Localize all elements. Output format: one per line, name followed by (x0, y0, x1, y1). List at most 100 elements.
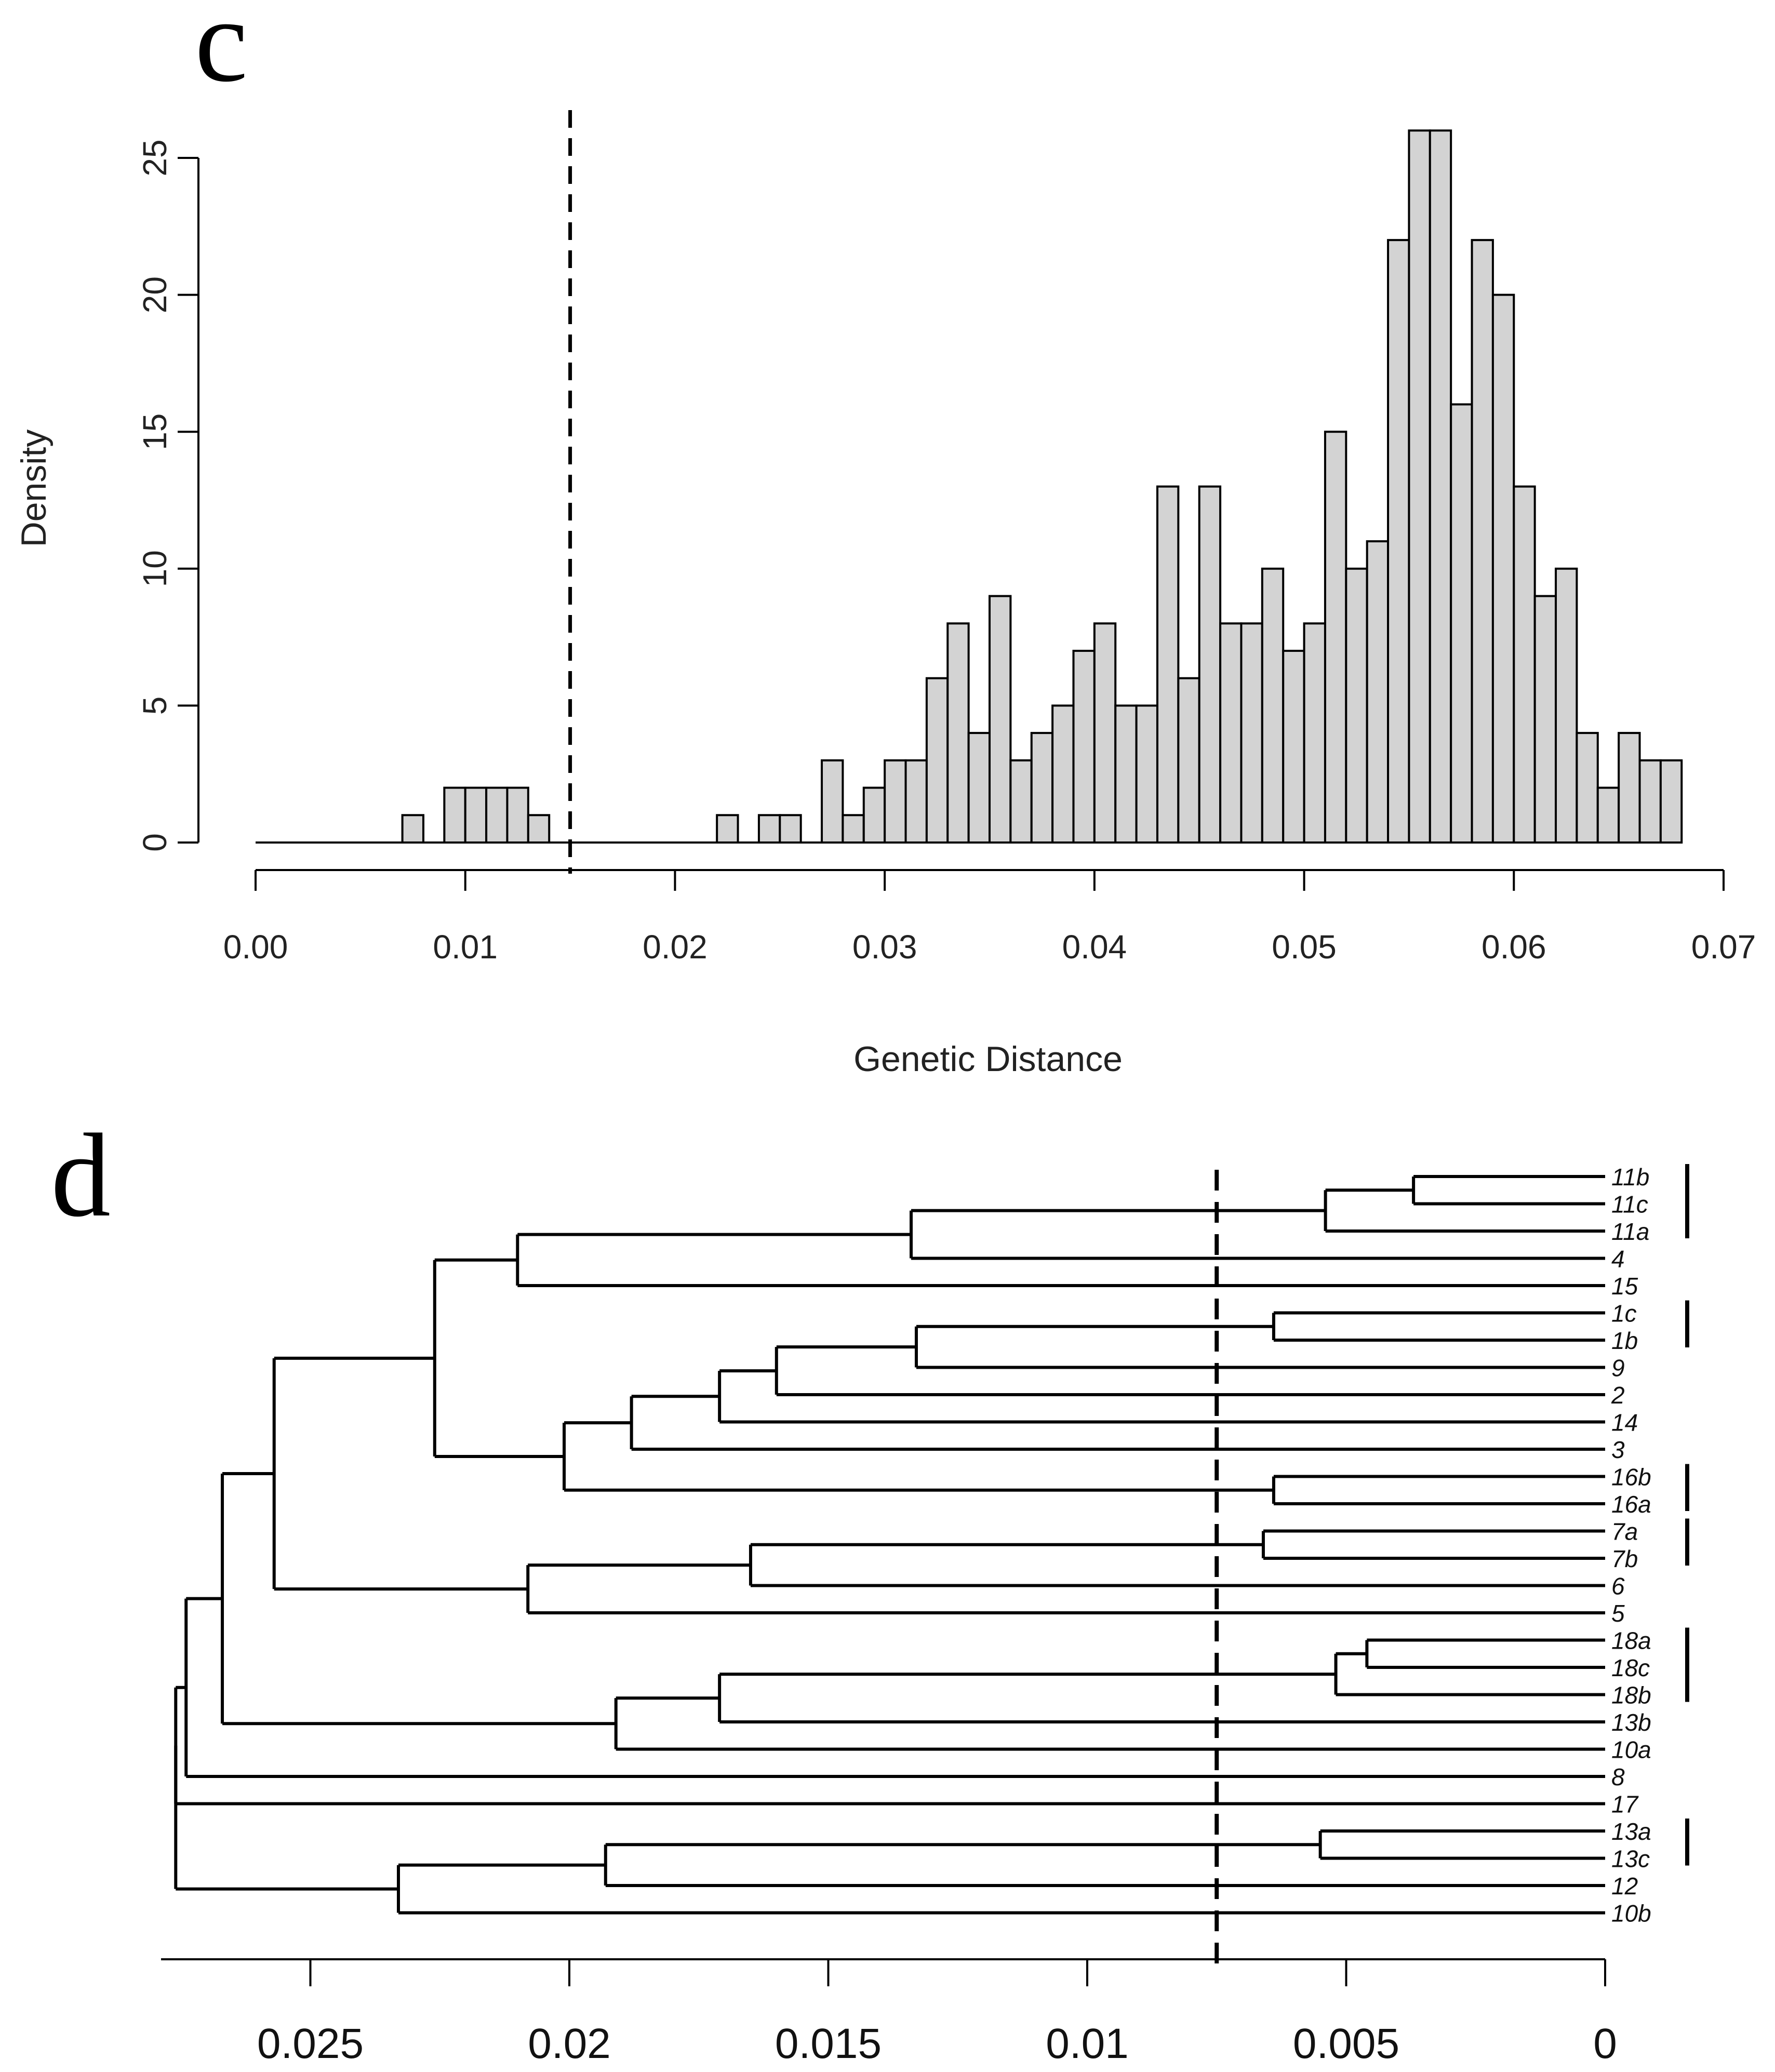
leaf-label: 7b (1611, 1545, 1638, 1572)
y-tick-label: 15 (136, 413, 174, 450)
leaf-label: 1b (1611, 1327, 1638, 1354)
histogram-bar (506, 786, 529, 844)
leaf-label: 14 (1611, 1409, 1638, 1436)
histogram-bar (1513, 485, 1536, 844)
x-tick-label: 0 (1593, 2020, 1617, 2067)
x-tick-label: 0.02 (643, 928, 708, 966)
histogram-bar (967, 732, 991, 844)
histogram-bar (1555, 567, 1578, 844)
leaf-label: 1c (1611, 1300, 1637, 1327)
histogram-bar (1491, 293, 1515, 844)
histogram-bar (1009, 759, 1033, 844)
histogram-bar (1450, 403, 1473, 844)
dendrogram-axes: 0.025 0.02 0.015 0.01 0.005 0 (161, 1958, 1617, 2067)
histogram-bar (1576, 732, 1599, 844)
histogram-bar (1471, 239, 1494, 844)
leaf-label: 8 (1611, 1763, 1625, 1790)
histogram-bar (716, 814, 739, 844)
histogram-bar (1030, 732, 1054, 844)
y-axis-title: Density (14, 430, 54, 547)
histogram-bar (925, 677, 949, 844)
x-tick-label: 0.03 (852, 928, 917, 966)
histogram-bar (862, 786, 886, 844)
histogram-bar (1324, 431, 1347, 844)
histogram-bar (1659, 759, 1683, 844)
histogram-bar (527, 814, 551, 844)
leaf-label: 3 (1611, 1436, 1625, 1463)
histogram-bar (443, 786, 466, 844)
histogram-bar (779, 814, 802, 844)
histogram-bar (1387, 239, 1410, 844)
histogram-bar (1303, 622, 1326, 844)
histogram-bar (464, 786, 488, 844)
leaf-label: 6 (1611, 1573, 1625, 1600)
leaf-label: 4 (1611, 1246, 1625, 1273)
histogram-bar (1345, 567, 1368, 844)
histogram-chart (256, 110, 1683, 874)
x-tick-label: 0.05 (1272, 928, 1337, 966)
y-tick-label: 25 (136, 139, 174, 176)
histogram-bar (884, 759, 907, 844)
histogram-bar (1638, 759, 1662, 844)
x-tick-label: 0.06 (1482, 928, 1546, 966)
histogram-bar (1177, 677, 1200, 844)
x-tick-label: 0.02 (528, 2020, 611, 2067)
histogram-bar (1093, 622, 1117, 844)
leaf-label: 9 (1611, 1355, 1625, 1382)
leaf-label: 13c (1611, 1846, 1650, 1873)
histogram-bar (1408, 129, 1431, 844)
histogram-bar (1114, 704, 1138, 844)
leaf-label: 16b (1611, 1464, 1651, 1491)
leaf-label: 16a (1611, 1491, 1651, 1518)
histogram-bar (757, 814, 781, 844)
leaf-label: 10a (1611, 1736, 1651, 1763)
x-tick-label: 0.015 (775, 2020, 882, 2067)
leaf-label: 15 (1611, 1273, 1638, 1300)
x-axis-title: Genetic Distance (853, 1039, 1123, 1079)
histogram-bar (1240, 622, 1263, 844)
x-tick-label: 0.01 (1046, 2020, 1129, 2067)
histogram-bar (1261, 567, 1285, 844)
y-tick-label: 5 (136, 697, 174, 715)
dendrogram-chart: 11b11c11a4151c1b9214316b16a7a7b6518a18c1… (174, 1164, 1689, 1964)
histogram-bar (1282, 649, 1305, 844)
y-tick-label: 20 (136, 276, 174, 313)
histogram-bar (989, 595, 1012, 844)
histogram-bar (1219, 622, 1243, 844)
leaf-label: 13a (1611, 1818, 1651, 1845)
x-tick-label: 0.04 (1062, 928, 1127, 966)
histogram-bar (946, 622, 970, 844)
histogram-bar (1051, 704, 1075, 844)
histogram-bar (485, 786, 509, 844)
panel-label-c: c (195, 0, 248, 106)
histogram-bar (1198, 485, 1222, 844)
leaf-label: 11a (1611, 1218, 1649, 1245)
leaf-label: 18a (1611, 1627, 1651, 1654)
leaf-label: 18b (1611, 1682, 1651, 1709)
histogram-bar (1533, 595, 1557, 844)
x-tick-label: 0.025 (257, 2020, 364, 2067)
panel-label-d: d (51, 1109, 111, 1241)
leaf-label: 2 (1611, 1382, 1625, 1409)
y-tick-label: 0 (136, 833, 174, 852)
leaf-label: 18c (1611, 1654, 1650, 1681)
histogram-bar (1135, 704, 1158, 844)
histogram-bar (821, 759, 844, 844)
histogram-bar (1429, 129, 1452, 844)
leaf-label: 5 (1611, 1600, 1625, 1627)
leaf-label: 7a (1611, 1518, 1638, 1545)
histogram-bar (1596, 786, 1620, 844)
histogram-bar (904, 759, 928, 844)
leaf-label: 10b (1611, 1900, 1651, 1927)
y-tick-label: 10 (136, 550, 174, 587)
leaf-label: 12 (1611, 1873, 1638, 1900)
leaf-label: 13b (1611, 1709, 1651, 1736)
leaf-label: 17 (1611, 1791, 1639, 1818)
histogram-bar (401, 814, 424, 844)
histogram-bar (1156, 485, 1180, 844)
histogram-bar (1618, 732, 1641, 844)
histogram-axes: 0.00 0.01 0.02 0.03 0.04 0.05 0.06 0.07 0 5 10 15 20… (136, 139, 1756, 966)
leaf-label: 11c (1611, 1191, 1648, 1218)
histogram-bar (1366, 540, 1390, 844)
